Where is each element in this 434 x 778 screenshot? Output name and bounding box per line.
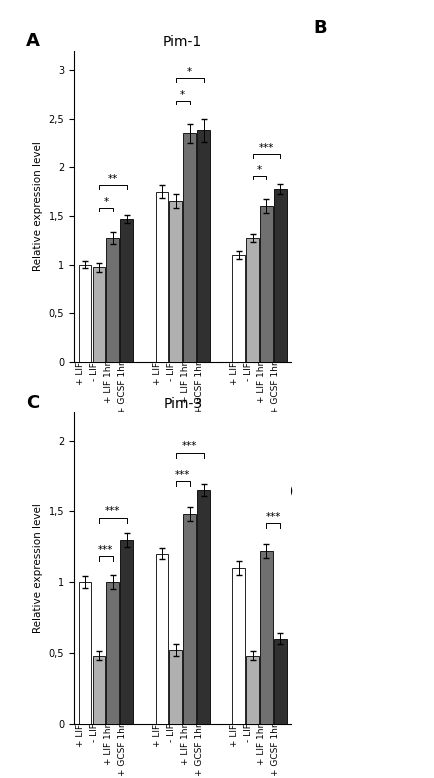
Text: + GCSF 1hr: + GCSF 1hr bbox=[271, 724, 279, 776]
Text: GRgp: GRgp bbox=[91, 464, 120, 475]
Text: + GCSF 1hr: + GCSF 1hr bbox=[194, 362, 203, 415]
Bar bbox=[155, 191, 168, 362]
Text: *: * bbox=[180, 89, 185, 100]
Text: + LIF 1hr: + LIF 1hr bbox=[180, 724, 189, 765]
Text: + GCSF 1hr: + GCSF 1hr bbox=[118, 724, 126, 776]
Text: ***: *** bbox=[174, 470, 190, 479]
Bar bbox=[260, 551, 272, 724]
Text: + LIF 1hr: + LIF 1hr bbox=[257, 362, 266, 403]
Y-axis label: Relative expression level: Relative expression level bbox=[33, 503, 43, 633]
Bar bbox=[232, 568, 244, 724]
Text: C: C bbox=[26, 394, 39, 412]
Text: - LIF: - LIF bbox=[243, 362, 252, 380]
Text: + LIF: + LIF bbox=[229, 724, 238, 747]
Bar bbox=[260, 206, 272, 362]
Title: Pim-3: Pim-3 bbox=[163, 398, 202, 412]
Text: - LIF: - LIF bbox=[90, 724, 99, 742]
Text: + LIF 1hr: + LIF 1hr bbox=[104, 724, 112, 765]
Text: - LIF: - LIF bbox=[243, 724, 252, 742]
Text: A: A bbox=[26, 32, 40, 50]
Y-axis label: Relative expression level: Relative expression level bbox=[33, 142, 43, 271]
Text: + LIF: + LIF bbox=[152, 724, 161, 747]
Text: (278): (278) bbox=[91, 486, 120, 496]
Text: **: ** bbox=[108, 174, 118, 184]
Text: *: * bbox=[256, 165, 262, 174]
Text: ***: *** bbox=[181, 441, 197, 451]
Bar bbox=[232, 255, 244, 362]
Text: GRgp: GRgp bbox=[244, 464, 274, 475]
Bar bbox=[183, 514, 196, 724]
Title: Pim-1: Pim-1 bbox=[163, 36, 202, 50]
Text: + LIF: + LIF bbox=[76, 362, 85, 385]
Text: + LIF 1hr: + LIF 1hr bbox=[104, 362, 112, 403]
Text: + LIF 1hr: + LIF 1hr bbox=[180, 362, 189, 403]
Text: *: * bbox=[103, 197, 108, 207]
Text: ***: *** bbox=[105, 506, 120, 517]
Text: (Y126-275F): (Y126-275F) bbox=[225, 486, 293, 496]
Bar bbox=[106, 238, 119, 362]
Bar bbox=[120, 219, 133, 362]
Text: - LIF: - LIF bbox=[166, 362, 175, 380]
Bar bbox=[273, 189, 286, 362]
Text: ***: *** bbox=[258, 143, 273, 153]
Bar bbox=[197, 490, 210, 724]
Text: ***: *** bbox=[98, 545, 113, 555]
Bar bbox=[169, 202, 182, 362]
Text: + LIF: + LIF bbox=[152, 362, 161, 385]
Bar bbox=[197, 130, 210, 362]
Text: + LIF: + LIF bbox=[76, 724, 85, 747]
Text: + LIF: + LIF bbox=[229, 362, 238, 385]
Bar bbox=[120, 540, 133, 724]
Bar bbox=[183, 133, 196, 362]
Bar bbox=[106, 582, 119, 724]
Text: - LIF: - LIF bbox=[166, 724, 175, 742]
Text: + LIF 1hr: + LIF 1hr bbox=[257, 724, 266, 765]
Bar bbox=[92, 656, 105, 724]
Bar bbox=[169, 650, 182, 724]
Text: *: * bbox=[187, 68, 192, 77]
Text: + GCSF 1hr: + GCSF 1hr bbox=[271, 362, 279, 415]
Text: + GCSF 1hr: + GCSF 1hr bbox=[118, 362, 126, 415]
Bar bbox=[246, 238, 258, 362]
Bar bbox=[79, 582, 91, 724]
Text: - LIF: - LIF bbox=[90, 362, 99, 380]
Text: ***: *** bbox=[265, 512, 280, 522]
Text: GRgp: GRgp bbox=[168, 464, 197, 475]
Bar bbox=[155, 554, 168, 724]
Bar bbox=[273, 639, 286, 724]
Bar bbox=[79, 265, 91, 362]
Text: B: B bbox=[312, 19, 326, 37]
Bar bbox=[246, 656, 258, 724]
Bar bbox=[92, 268, 105, 362]
Text: (Y118F): (Y118F) bbox=[161, 486, 204, 496]
Text: + GCSF 1hr: + GCSF 1hr bbox=[194, 724, 203, 776]
